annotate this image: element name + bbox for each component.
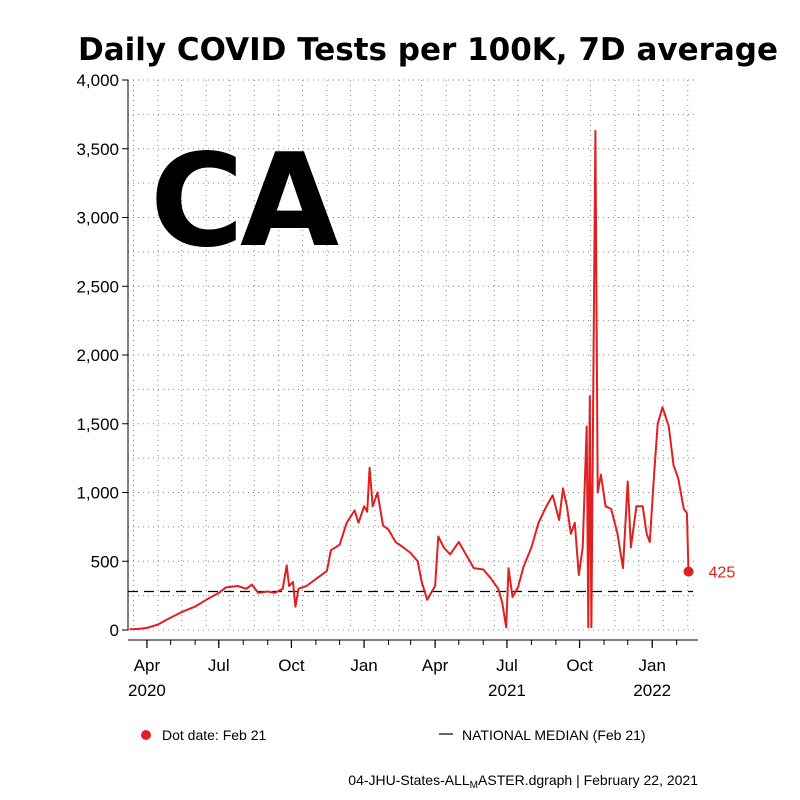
- legend: Dot date: Feb 21 NATIONAL MEDIAN (Feb 21…: [141, 727, 646, 743]
- legend-dot-label: Dot date: Feb 21: [162, 727, 267, 743]
- y-tick-label: 3,500: [76, 140, 119, 159]
- y-tick-label: 0: [110, 621, 119, 640]
- x-tick-label: Jan: [638, 656, 665, 675]
- x-tick-label: Apr: [422, 656, 449, 675]
- legend-median-label: NATIONAL MEDIAN (Feb 21): [462, 727, 646, 743]
- footer-subscript: M: [470, 780, 478, 791]
- x-tick-label: Oct: [278, 656, 305, 675]
- x-tick-label: Jan: [350, 656, 377, 675]
- y-tick-label: 500: [91, 552, 119, 571]
- x-year-label: 2021: [488, 681, 526, 700]
- x-tick-label: Oct: [566, 656, 593, 675]
- axes: 0 500 1,000 1,500 2,000 2,500 3,000 3,500 4,000 A…: [76, 71, 698, 700]
- x-year-label: 2022: [633, 681, 671, 700]
- x-year-label: 2020: [128, 681, 166, 700]
- y-tick-label: 1,500: [76, 415, 119, 434]
- latest-value-dot: [683, 566, 694, 577]
- y-tick-label: 4,000: [76, 71, 119, 90]
- x-tick-label: Jul: [496, 656, 518, 675]
- footer-suffix: ASTER.dgraph | February 22, 2021: [478, 772, 698, 788]
- series: 425: [129, 129, 736, 631]
- x-tick-label: Jul: [208, 656, 230, 675]
- y-tick-label: 2,000: [76, 346, 119, 365]
- legend-dot-marker: [141, 730, 151, 740]
- series-line: [129, 129, 690, 631]
- latest-value-label: 425: [709, 565, 736, 582]
- footer-text: 04-JHU-States-ALLMASTER.dgraph | Februar…: [348, 772, 698, 791]
- y-tick-label: 3,000: [76, 209, 119, 228]
- chart-title: Daily COVID Tests per 100K, 7D average: [78, 32, 778, 68]
- x-tick-label: Apr: [134, 656, 161, 675]
- footer-prefix: 04-JHU-States-ALL: [348, 772, 470, 788]
- y-tick-label: 1,000: [76, 484, 119, 503]
- grid: [128, 79, 698, 631]
- state-label: CA: [150, 127, 339, 276]
- y-tick-label: 2,500: [76, 277, 119, 296]
